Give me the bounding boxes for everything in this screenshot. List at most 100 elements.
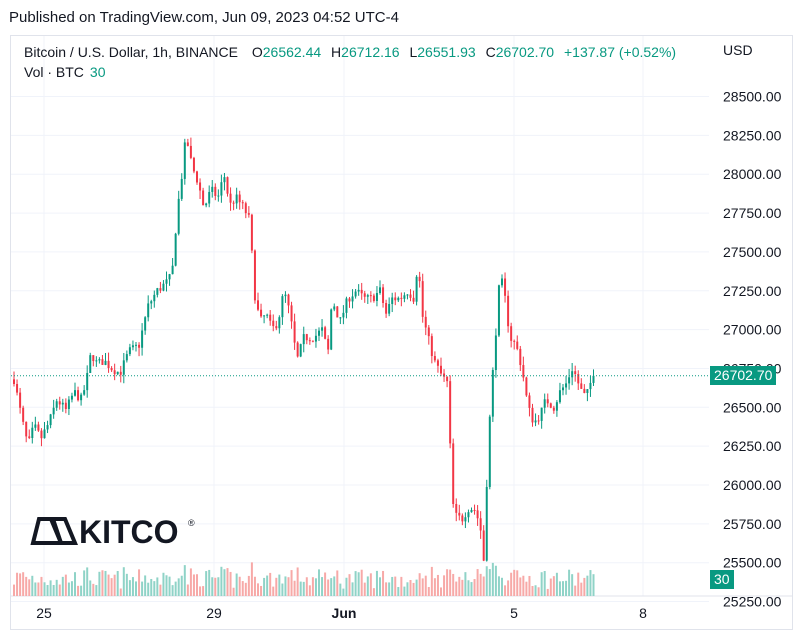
volume-bar	[189, 568, 192, 596]
candle-body	[281, 296, 284, 318]
volume-bar	[470, 582, 473, 596]
price-chart[interactable]: 28500.00 28250.00 28000.00 27750.00 27500.00…	[11, 36, 793, 630]
candle-body	[180, 178, 183, 199]
candle-body	[131, 345, 134, 348]
volume-bar	[61, 576, 64, 596]
candle-body	[165, 279, 168, 284]
volume-bar	[22, 572, 25, 596]
volume-bar	[497, 576, 500, 596]
volume-bar	[549, 578, 552, 596]
candle-body	[116, 371, 119, 375]
candle-body	[156, 288, 159, 295]
volume-bar	[424, 575, 427, 596]
high-value: 26712.16	[341, 44, 400, 60]
volume-bar	[540, 572, 543, 596]
volume-bar	[171, 585, 174, 596]
open-value: 26562.44	[262, 44, 322, 60]
volume-bar	[552, 576, 555, 596]
candle-body	[549, 403, 552, 408]
currency-label: USD	[723, 42, 753, 58]
volume-bar	[427, 587, 430, 596]
volume-bar	[339, 583, 342, 596]
volume-bar	[375, 570, 378, 596]
y-tick-label: 27000.00	[723, 322, 782, 338]
volume-bar	[372, 588, 375, 596]
volume-bar	[263, 577, 266, 596]
volume-bar	[104, 570, 107, 596]
candle-body	[199, 182, 202, 191]
volume-bar	[199, 586, 202, 596]
volume-bar	[333, 576, 336, 596]
volume-bar	[476, 569, 479, 596]
candle-body	[388, 304, 391, 314]
candle-body	[464, 517, 467, 522]
y-tick-label: 26250.00	[723, 438, 782, 454]
y-tick-label: 27500.00	[723, 244, 782, 260]
candle-body	[385, 302, 388, 314]
chart-frame[interactable]: 28500.00 28250.00 28000.00 27750.00 27500.00…	[10, 35, 793, 630]
candle-body	[519, 348, 522, 366]
volume-bar	[363, 582, 366, 596]
candle-body	[211, 186, 214, 192]
candle-body	[189, 145, 192, 158]
volume-bar	[183, 565, 186, 596]
candle-body	[299, 344, 302, 357]
candle-body	[171, 265, 174, 275]
volume-bar	[98, 571, 101, 596]
volume-bar	[537, 587, 540, 596]
volume-bar	[281, 583, 284, 596]
volume-bar	[577, 572, 580, 596]
candle-body	[409, 294, 412, 298]
candle-body	[424, 316, 427, 328]
candle-body	[430, 336, 433, 357]
candle-body	[531, 407, 534, 423]
volume-bar	[583, 577, 586, 596]
volume-bar	[318, 569, 320, 596]
candle-body	[562, 387, 564, 391]
volume-bar	[257, 583, 259, 596]
candle-body	[583, 388, 586, 393]
y-tick-label: 25250.00	[723, 594, 782, 610]
candle-body	[418, 276, 421, 282]
candle-body	[305, 334, 308, 341]
volume-bar	[241, 581, 244, 596]
candle-body	[436, 360, 439, 366]
candle-body	[232, 202, 235, 204]
candle-body	[537, 420, 540, 422]
candle-body	[55, 401, 58, 408]
candle-body	[104, 360, 107, 365]
candle-body	[507, 295, 510, 327]
candle-body	[558, 390, 561, 403]
candle-body	[348, 298, 351, 302]
candle-body	[357, 289, 360, 292]
candle-body	[272, 320, 275, 327]
candle-body	[89, 355, 92, 373]
candle-body	[244, 203, 247, 214]
candle-body	[308, 340, 311, 342]
volume-bar	[159, 584, 162, 596]
candle-body	[379, 287, 381, 294]
x-tick-label: 29	[206, 605, 222, 621]
candle-body	[67, 399, 70, 409]
volume-bar	[522, 575, 525, 596]
candle-body	[479, 518, 482, 531]
candle-body	[351, 296, 354, 302]
candle-body	[168, 274, 171, 280]
candle-body	[141, 330, 144, 348]
candle-body	[394, 297, 397, 301]
volume-bar	[269, 572, 272, 596]
volume-bar	[235, 573, 238, 596]
candle-body	[275, 326, 278, 329]
candle-body	[49, 414, 52, 426]
candle-body	[150, 301, 153, 304]
volume-bar	[589, 570, 592, 596]
volume-bar	[217, 577, 220, 596]
volume-bar	[342, 588, 345, 596]
candle-body	[510, 326, 513, 341]
volume-label: Vol · BTC	[24, 64, 84, 80]
candle-body	[208, 191, 211, 204]
volume-bar	[168, 576, 171, 596]
candle-body	[485, 486, 488, 561]
candle-body	[177, 198, 180, 234]
volume-bar	[592, 574, 595, 596]
